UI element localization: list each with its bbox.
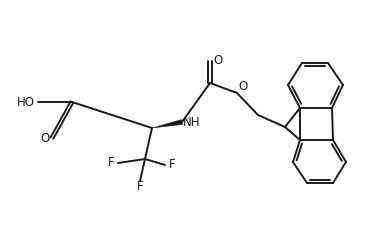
Text: HO: HO <box>17 95 35 109</box>
Text: O: O <box>40 131 49 145</box>
Polygon shape <box>152 120 183 128</box>
Text: NH: NH <box>183 116 201 128</box>
Text: O: O <box>238 79 248 92</box>
Text: F: F <box>137 180 143 194</box>
Text: F: F <box>108 156 114 170</box>
Text: O: O <box>213 55 223 67</box>
Text: F: F <box>169 158 175 171</box>
